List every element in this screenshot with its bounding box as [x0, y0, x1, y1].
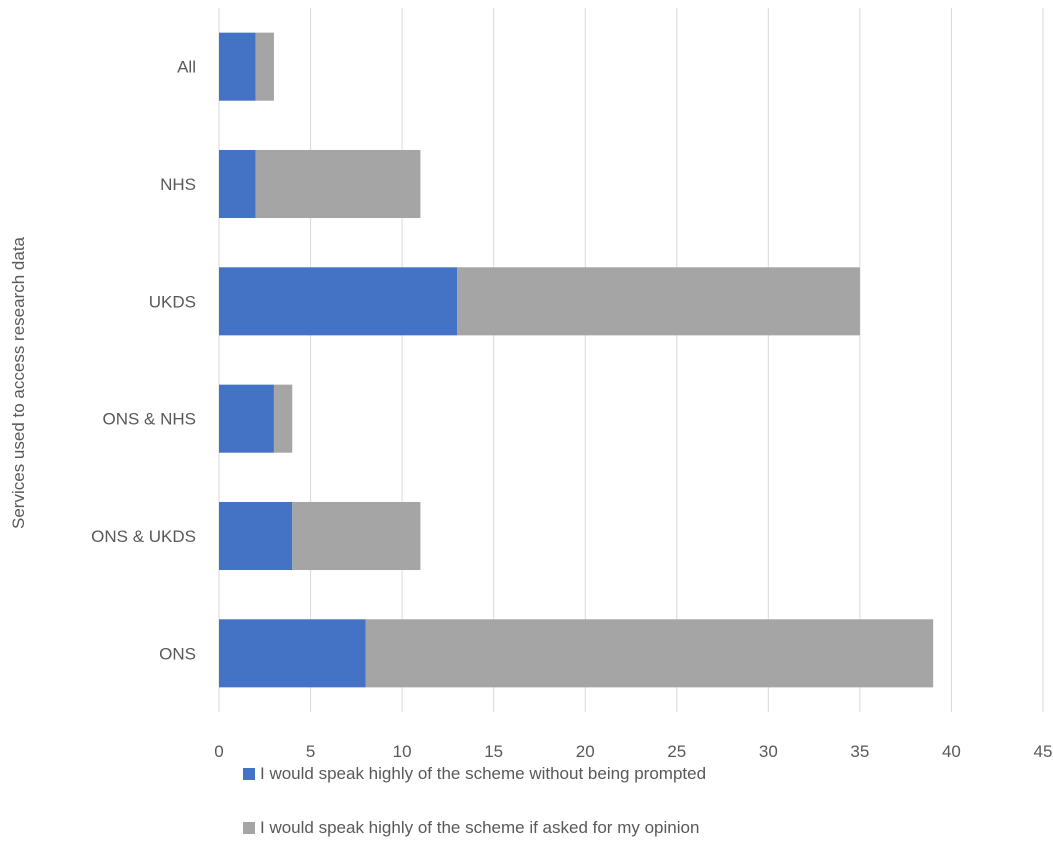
bar-ukds-series-1: [457, 267, 860, 336]
x-tick-label: 20: [576, 742, 595, 761]
x-axis-tick-labels: 0 5 10 15 20 25 30 35 40 45: [214, 742, 1052, 761]
y-tick-label: ONS: [159, 644, 196, 663]
legend-label-unprompted: I would speak highly of the scheme witho…: [260, 764, 707, 783]
x-tick-label: 25: [667, 742, 686, 761]
bar-ons-series-0: [219, 619, 366, 688]
bar-ukds-series-0: [219, 267, 458, 336]
bar-nhs-series-0: [219, 149, 256, 219]
y-tick-label: UKDS: [149, 292, 196, 311]
bar-ons-nhs-series-1: [273, 384, 293, 453]
gridlines: [218, 8, 1044, 712]
x-tick-label: 5: [306, 742, 315, 761]
bars: [219, 32, 934, 688]
x-tick-label: 0: [214, 742, 223, 761]
legend-swatch-asked: [243, 822, 255, 834]
bar-ons-series-1: [365, 619, 934, 688]
bar-ons-ukds-series-0: [219, 501, 293, 571]
x-tick-label: 40: [942, 742, 961, 761]
bar-ons-ukds-series-1: [292, 501, 421, 571]
y-axis-title: Services used to access research data: [9, 236, 28, 529]
bar-ons-nhs-series-0: [219, 384, 274, 453]
bar-all-series-0: [219, 32, 256, 101]
y-tick-label: ONS & UKDS: [91, 527, 196, 546]
legend: I would speak highly of the scheme witho…: [243, 764, 706, 855]
x-tick-label: 10: [393, 742, 412, 761]
bar-all-series-1: [255, 32, 274, 101]
legend-swatch-unprompted: [243, 768, 255, 780]
x-tick-label: 45: [1034, 742, 1053, 761]
x-tick-label: 30: [759, 742, 778, 761]
bar-nhs-series-1: [255, 149, 421, 219]
y-tick-label: NHS: [160, 175, 196, 194]
legend-label-asked: I would speak highly of the scheme if as…: [260, 818, 700, 837]
legend-item-asked: I would speak highly of the scheme if as…: [243, 816, 699, 840]
x-tick-label: 35: [850, 742, 869, 761]
y-tick-label: All: [177, 58, 196, 77]
y-tick-label: ONS & NHS: [102, 410, 196, 429]
x-tick-label: 15: [484, 742, 503, 761]
legend-item-unprompted: I would speak highly of the scheme witho…: [243, 762, 706, 786]
y-axis-tick-labels: ONS ONS & UKDS ONS & NHS UKDS NHS All: [91, 58, 196, 664]
